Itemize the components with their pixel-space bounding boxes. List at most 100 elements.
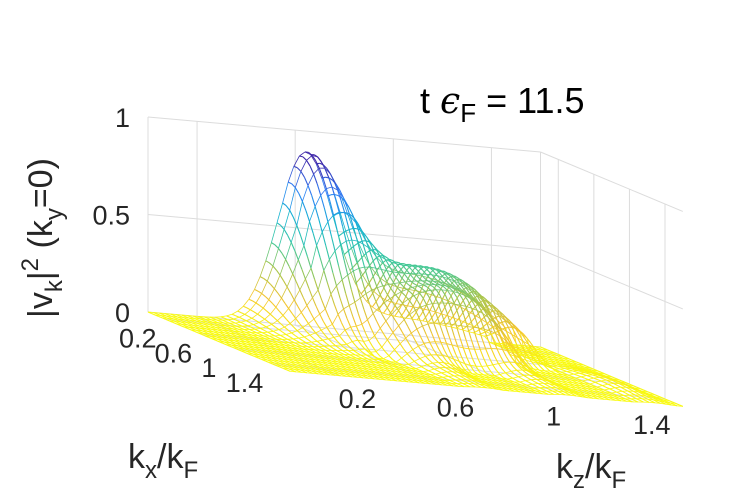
- surface-segment: [435, 305, 440, 313]
- surface-segment: [512, 376, 519, 379]
- surface-segment: [358, 268, 364, 282]
- surface-segment: [413, 266, 418, 271]
- surface-segment: [440, 382, 446, 384]
- surface-segment: [396, 380, 403, 382]
- surface-segment: [417, 370, 423, 372]
- surface-segment: [239, 314, 245, 318]
- surface-segment: [326, 360, 332, 362]
- surface-segment: [447, 356, 454, 360]
- surface-segment: [386, 339, 392, 346]
- surface-segment: [265, 357, 272, 359]
- surface-segment: [431, 376, 438, 378]
- surface-segment: [557, 373, 563, 376]
- surface-segment: [408, 360, 415, 365]
- surface-segment: [594, 391, 600, 393]
- surface-segment: [467, 373, 474, 377]
- surface-segment: [593, 376, 600, 379]
- surface-segment: [551, 373, 558, 375]
- surface-segment: [327, 338, 333, 343]
- surface-segment: [556, 387, 563, 390]
- surface-segment: [484, 335, 491, 343]
- surface-segment: [429, 341, 434, 350]
- surface-segment: [164, 313, 171, 315]
- surface-segment: [522, 340, 528, 348]
- surface-segment: [427, 323, 433, 334]
- surface-segment: [456, 296, 461, 306]
- surface-segment: [452, 274, 459, 279]
- surface-segment: [575, 387, 582, 389]
- surface-segment: [275, 269, 281, 276]
- surface-segment: [414, 358, 421, 362]
- surface-segment: [350, 325, 357, 328]
- surface-segment: [352, 228, 359, 243]
- surface-segment: [360, 293, 368, 302]
- surface-segment: [224, 341, 231, 344]
- surface-segment: [499, 328, 506, 336]
- surface-segment: [564, 386, 571, 388]
- surface-segment: [446, 280, 451, 286]
- surface-segment: [420, 336, 425, 344]
- surface-segment: [475, 338, 481, 350]
- surface-segment: [313, 173, 318, 184]
- surface-segment: [232, 337, 239, 340]
- surface-segment: [623, 394, 630, 396]
- surface-segment: [274, 274, 281, 289]
- surface-segment: [343, 259, 349, 276]
- surface-segment: [382, 284, 389, 287]
- surface-segment: [408, 363, 413, 368]
- surface-segment: [374, 378, 381, 380]
- surface-segment: [436, 275, 442, 281]
- surface-segment: [335, 330, 340, 337]
- surface-segment: [313, 167, 320, 175]
- surface-segment: [265, 242, 272, 261]
- surface-segment: [653, 399, 659, 402]
- surface-segment: [320, 369, 327, 371]
- surface-segment: [274, 353, 280, 355]
- surface-segment: [274, 326, 280, 331]
- surface-segment: [502, 314, 510, 321]
- surface-segment: [394, 315, 401, 318]
- surface-segment: [437, 370, 442, 374]
- surface-segment: [588, 390, 595, 392]
- surface-segment: [211, 338, 218, 340]
- surface-segment: [388, 326, 394, 333]
- surface-segment: [353, 349, 360, 351]
- surface-segment: [218, 331, 225, 334]
- surface-segment: [547, 358, 554, 360]
- surface-segment: [668, 399, 673, 403]
- surface-segment: [264, 354, 271, 356]
- surface-segment: [499, 374, 504, 379]
- surface-segment: [518, 375, 524, 378]
- surface-segment: [576, 368, 583, 371]
- surface-segment: [400, 313, 405, 320]
- surface-segment: [320, 329, 326, 336]
- surface-segment: [329, 374, 336, 376]
- surface-segment: [308, 288, 314, 298]
- surface-segment: [557, 383, 564, 385]
- surface-segment: [434, 269, 441, 272]
- surface-segment: [296, 201, 303, 226]
- surface-segment: [318, 218, 323, 233]
- surface-segment: [331, 186, 338, 191]
- surface-segment: [459, 361, 465, 364]
- surface-segment: [638, 391, 645, 394]
- surface-segment: [193, 330, 199, 334]
- surface-segment: [251, 351, 258, 353]
- surface-segment: [412, 349, 417, 355]
- surface-segment: [505, 372, 510, 377]
- surface-segment: [242, 298, 250, 307]
- surface-segment: [268, 262, 274, 267]
- surface-segment: [484, 376, 491, 378]
- surface-segment: [190, 329, 197, 331]
- surface-segment: [457, 289, 463, 293]
- surface-segment: [586, 374, 593, 376]
- surface-segment: [590, 372, 597, 375]
- surface-segment: [496, 386, 502, 389]
- surface-segment: [519, 357, 526, 363]
- surface-segment: [463, 294, 469, 301]
- surface-segment: [294, 369, 301, 371]
- surface-segment: [327, 372, 334, 374]
- surface-segment: [386, 270, 391, 278]
- surface-segment: [499, 372, 506, 375]
- grid-line: [147, 116, 541, 153]
